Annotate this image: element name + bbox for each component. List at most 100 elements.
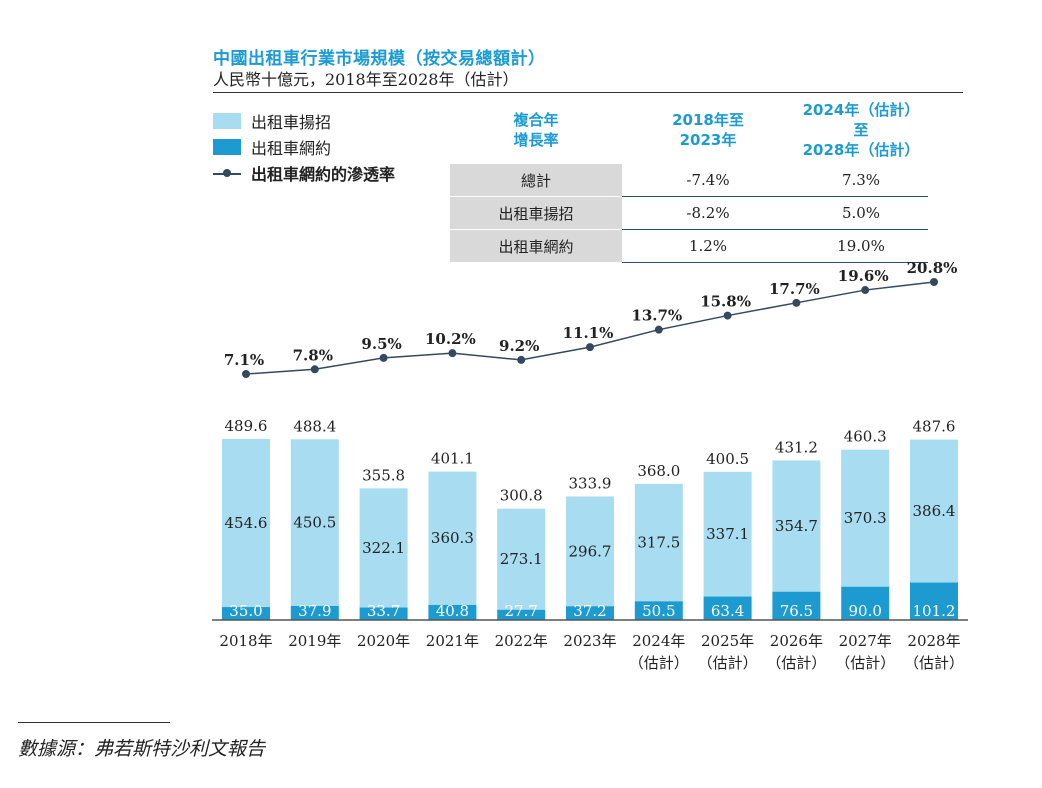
bar-segment-hail [772,460,821,592]
cagr-row-value-2: 5.0% [794,196,928,230]
penetration-label: 20.8% [907,259,958,277]
bar-segment-ride [290,605,339,620]
bar-label-hail: 317.5 [637,534,680,552]
legend-item-hail: 出租車揚招 [213,108,395,134]
bar-total-label: 401.1 [431,450,474,468]
x-tick-label: 2028年 [907,632,960,650]
penetration-label: 11.1% [563,324,614,342]
bar-label-ride: 37.2 [573,602,606,620]
cagr-header-col1-line1: 2018年至 [672,111,744,129]
penetration-point [861,286,870,295]
x-tick-label: 2023年 [563,632,616,650]
bar-label-hail: 360.3 [431,529,474,547]
penetration-point [310,365,319,374]
bar-label-ride: 76.5 [780,602,813,620]
x-tick-label: 2027年 [839,632,892,650]
bar-label-ride: 27.7 [504,602,537,620]
x-tick-label: 2025年 [701,632,754,650]
bar-segment-ride [428,604,477,620]
cagr-row: 出租車揚招 -8.2% 5.0% [450,196,928,230]
bar-segment-hail [222,438,270,608]
bar-total-label: 368.0 [637,462,680,480]
bar-label-hail: 296.7 [569,542,612,560]
cagr-header-col2: 2024年（估計）至 2028年（估計） [794,98,928,164]
bar-segment-ride [910,582,958,620]
legend-label-ride: 出租車網約 [251,139,332,158]
x-tick-label: （估計） [698,654,758,672]
bar-label-hail: 386.4 [913,502,956,520]
bar-label-hail: 337.1 [706,525,749,543]
bar-label-hail: 322.1 [362,539,405,557]
cagr-header-label-line1: 複合年 [513,111,559,129]
bar-total-label: 355.8 [362,466,405,484]
cagr-header-label-line2: 增長率 [513,131,559,149]
penetration-point [930,278,938,286]
cagr-row-value-1: 1.2% [622,229,794,263]
penetration-point [242,370,250,378]
penetration-point [654,325,663,334]
title-rule [213,92,963,93]
x-tick-label: 2021年 [426,632,479,650]
cagr-header-row: 複合年 增長率 2018年至 2023年 2024年（估計）至 2028年（估計… [450,98,928,164]
bar-label-hail: 273.1 [500,550,543,568]
bar-segment-ride [772,591,821,620]
bar-segment-ride [703,596,752,620]
x-tick-label: 2020年 [357,632,410,650]
bar-label-ride: 63.4 [711,602,744,620]
cagr-row-value-2: 19.0% [794,229,928,263]
legend-swatch-ride [213,139,241,155]
x-tick-label: 2024年 [632,632,685,650]
penetration-label: 17.7% [769,280,820,298]
cagr-row-value-2: 7.3% [794,164,928,197]
bar-total-label: 489.6 [225,417,268,435]
penetration-point [723,311,732,320]
bar-segment-hail [428,471,477,605]
bar-label-ride: 40.8 [436,602,469,620]
bar-label-ride: 35.0 [229,602,262,620]
cagr-table: 複合年 增長率 2018年至 2023年 2024年（估計）至 2028年（估計… [450,98,928,263]
bar-label-ride: 90.0 [848,602,881,620]
x-tick-label: 2019年 [288,632,341,650]
bar-segment-hail [566,496,614,607]
bar-segment-hail [359,488,408,608]
cagr-row-label: 出租車網約 [450,229,622,263]
bar-total-label: 400.5 [706,450,749,468]
bar-total-label: 460.3 [844,428,887,446]
legend-label-penetration: 出租車網約的滲透率 [251,165,396,184]
penetration-point [379,353,388,362]
legend-swatch-hail [213,113,241,129]
bar-segment-hail [634,483,683,602]
x-tick-label: （估計） [904,654,964,672]
cagr-header-col2-line2: 2028年（估計） [802,141,920,159]
bar-total-label: 300.8 [500,487,543,505]
cagr-row: 出租車網約 1.2% 19.0% [450,229,928,263]
bar-label-hail: 450.5 [293,514,336,532]
bar-segment-hail [910,439,958,583]
bar-segment-ride [359,607,408,620]
x-tick-label: （估計） [629,654,689,672]
x-tick-label: 2026年 [770,632,823,650]
cagr-row-label: 總計 [450,164,622,197]
cagr-row-value-1: -7.4% [622,164,794,197]
bar-label-ride: 33.7 [367,602,400,620]
legend-item-penetration: 出租車網約的滲透率 [213,160,395,186]
bar-label-ride: 50.5 [642,602,675,620]
bar-label-ride: 101.2 [913,602,956,620]
bar-segment-hail [290,439,339,606]
bar-label-ride: 37.9 [298,602,331,620]
x-tick-label: 2022年 [495,632,548,650]
bar-total-label: 431.2 [775,438,818,456]
cagr-header-col2-line1: 2024年（估計）至 [802,101,920,139]
cagr-header-label: 複合年 增長率 [450,98,622,164]
bar-total-label: 488.4 [293,417,336,435]
penetration-point [792,298,801,307]
bar-label-hail: 454.6 [225,514,268,532]
bar-segment-hail [703,471,752,597]
penetration-label: 9.5% [361,335,401,353]
penetration-label: 7.1% [224,351,264,369]
source-note: 數據源：弗若斯特沙利文報告 [18,738,266,760]
penetration-point [448,349,457,358]
line-marker-icon [213,165,241,181]
cagr-row: 總計 -7.4% 7.3% [450,164,928,197]
